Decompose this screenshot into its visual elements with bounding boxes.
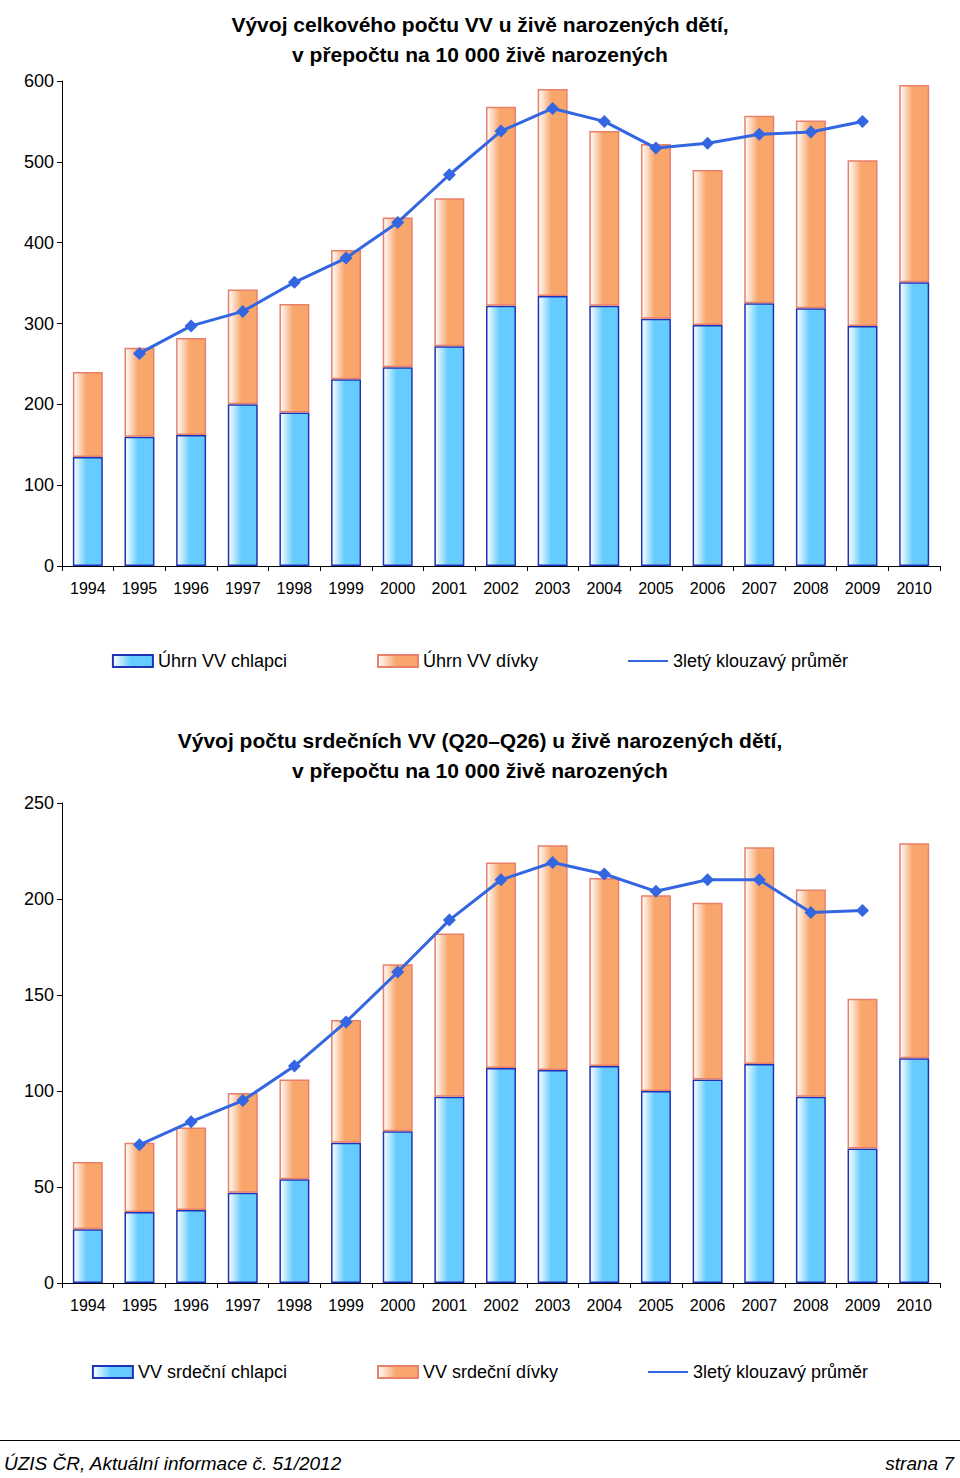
- svg-text:1995: 1995: [122, 580, 158, 597]
- svg-text:2002: 2002: [483, 580, 519, 597]
- svg-text:2005: 2005: [638, 580, 674, 597]
- svg-text:2007: 2007: [741, 1297, 777, 1314]
- svg-text:2003: 2003: [535, 580, 571, 597]
- svg-text:50: 50: [34, 1177, 54, 1197]
- svg-text:2005: 2005: [638, 1297, 674, 1314]
- svg-text:1998: 1998: [277, 1297, 313, 1314]
- svg-text:2007: 2007: [741, 580, 777, 597]
- svg-text:2008: 2008: [793, 1297, 829, 1314]
- svg-text:400: 400: [24, 233, 54, 253]
- svg-text:1996: 1996: [173, 580, 209, 597]
- svg-text:2004: 2004: [586, 1297, 622, 1314]
- svg-text:2008: 2008: [793, 580, 829, 597]
- svg-text:1998: 1998: [277, 580, 313, 597]
- svg-text:2000: 2000: [380, 1297, 416, 1314]
- svg-text:300: 300: [24, 314, 54, 334]
- svg-text:2009: 2009: [845, 1297, 881, 1314]
- svg-text:150: 150: [24, 985, 54, 1005]
- svg-text:1994: 1994: [70, 580, 106, 597]
- svg-text:Vývoj počtu srdečních VV (Q20–: Vývoj počtu srdečních VV (Q20–Q26) u živ…: [178, 729, 783, 752]
- svg-text:600: 600: [24, 71, 54, 91]
- svg-text:2000: 2000: [380, 580, 416, 597]
- svg-text:1996: 1996: [173, 1297, 209, 1314]
- svg-text:2010: 2010: [896, 1297, 932, 1314]
- svg-text:VV srdeční chlapci: VV srdeční chlapci: [138, 1362, 287, 1382]
- svg-text:v přepočtu na 10 000 živě naro: v přepočtu na 10 000 živě narozených: [292, 43, 668, 66]
- svg-text:3letý klouzavý průměr: 3letý klouzavý průměr: [673, 651, 848, 671]
- svg-text:250: 250: [24, 793, 54, 813]
- svg-text:2009: 2009: [845, 580, 881, 597]
- svg-text:0: 0: [44, 556, 54, 576]
- svg-text:1999: 1999: [328, 580, 364, 597]
- html-text:strana 7: strana 7: [885, 1453, 954, 1474]
- svg-text:Úhrn VV dívky: Úhrn VV dívky: [423, 650, 538, 671]
- svg-text:1997: 1997: [225, 1297, 261, 1314]
- svg-text:100: 100: [24, 1081, 54, 1101]
- svg-text:2001: 2001: [432, 1297, 468, 1314]
- svg-text:2003: 2003: [535, 1297, 571, 1314]
- svg-text:1997: 1997: [225, 580, 261, 597]
- svg-text:2002: 2002: [483, 1297, 519, 1314]
- svg-text:Úhrn VV chlapci: Úhrn VV chlapci: [158, 650, 287, 671]
- svg-text:2004: 2004: [586, 580, 622, 597]
- svg-text:1995: 1995: [122, 1297, 158, 1314]
- svg-text:500: 500: [24, 152, 54, 172]
- html-text:ÚZIS ČR, Aktuální informace č.: ÚZIS ČR, Aktuální informace č. 51/2012: [4, 1453, 342, 1474]
- svg-text:2010: 2010: [896, 580, 932, 597]
- svg-text:2001: 2001: [432, 580, 468, 597]
- svg-text:1999: 1999: [328, 1297, 364, 1314]
- svg-text:v přepočtu na 10 000 živě naro: v přepočtu na 10 000 živě narozených: [292, 759, 668, 782]
- svg-text:200: 200: [24, 394, 54, 414]
- svg-text:3letý klouzavý průměr: 3letý klouzavý průměr: [693, 1362, 868, 1382]
- svg-text:100: 100: [24, 475, 54, 495]
- svg-text:2006: 2006: [690, 1297, 726, 1314]
- svg-text:200: 200: [24, 889, 54, 909]
- svg-text:2006: 2006: [690, 580, 726, 597]
- svg-text:0: 0: [44, 1273, 54, 1293]
- svg-text:VV srdeční dívky: VV srdeční dívky: [423, 1362, 558, 1382]
- svg-text:Vývoj celkového počtu VV u živ: Vývoj celkového počtu VV u živě narozený…: [231, 13, 728, 36]
- svg-text:1994: 1994: [70, 1297, 106, 1314]
